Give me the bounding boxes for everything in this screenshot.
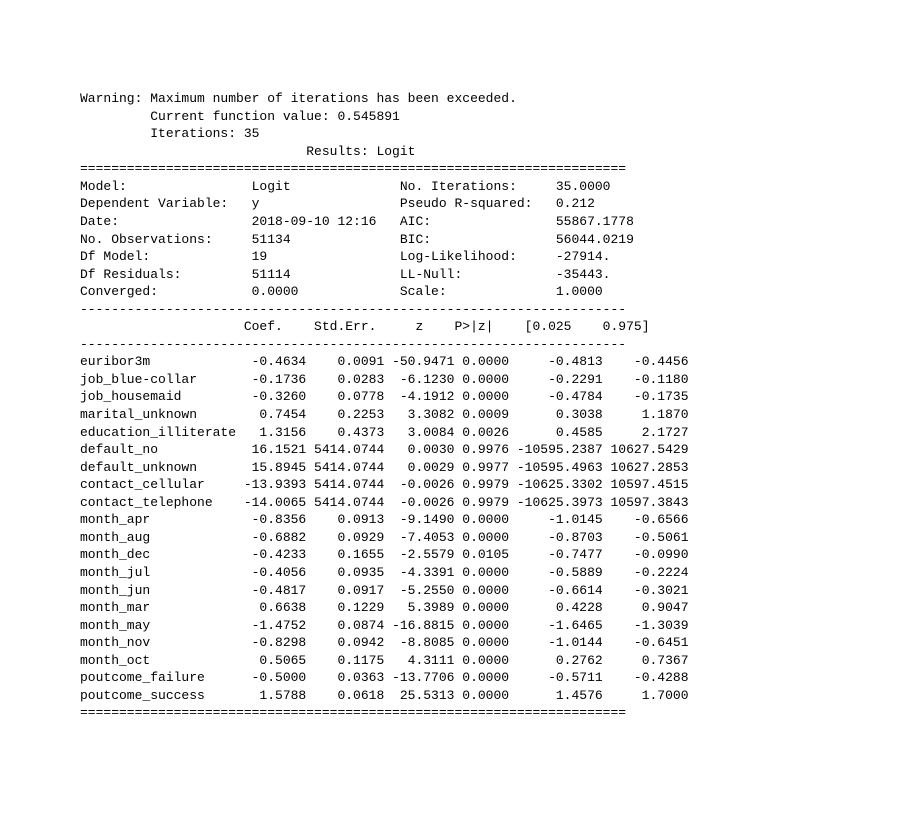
logit-results-output: Warning: Maximum number of iterations ha… — [80, 90, 841, 722]
